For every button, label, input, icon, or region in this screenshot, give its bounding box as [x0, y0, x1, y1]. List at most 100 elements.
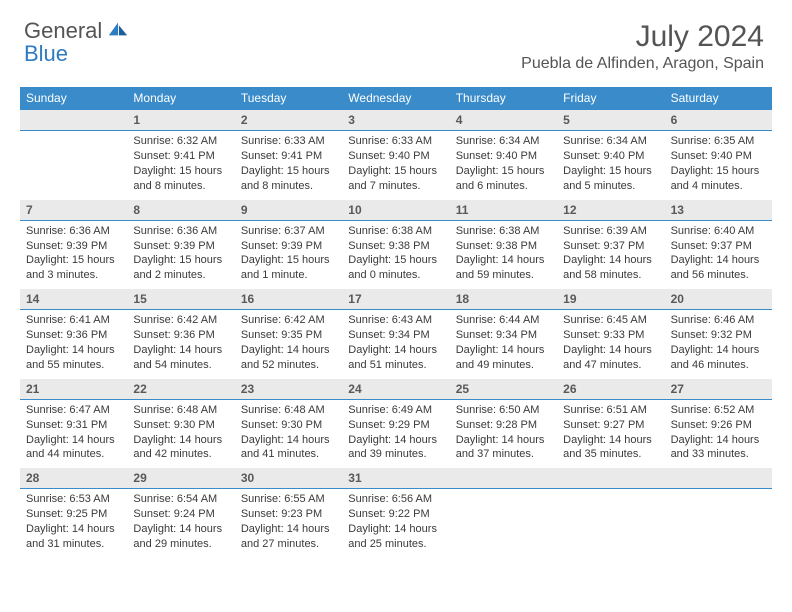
cell-line: Daylight: 14 hours	[671, 433, 766, 448]
brand-part1: General	[24, 18, 102, 43]
cell-line: and 37 minutes.	[456, 447, 551, 462]
week-row: 28Sunrise: 6:53 AMSunset: 9:25 PMDayligh…	[20, 468, 772, 558]
cell-line: Sunrise: 6:42 AM	[133, 313, 228, 328]
day-cell: 27Sunrise: 6:52 AMSunset: 9:26 PMDayligh…	[665, 379, 772, 469]
cell-body: Sunrise: 6:33 AMSunset: 9:41 PMDaylight:…	[235, 134, 342, 193]
cell-line: Sunrise: 6:35 AM	[671, 134, 766, 149]
cell-line: and 51 minutes.	[348, 358, 443, 373]
day-cell: 22Sunrise: 6:48 AMSunset: 9:30 PMDayligh…	[127, 379, 234, 469]
day-number: 13	[665, 200, 772, 220]
daynum-row: 3	[342, 110, 449, 131]
daynum-row: 23	[235, 379, 342, 400]
day-cell: 25Sunrise: 6:50 AMSunset: 9:28 PMDayligh…	[450, 379, 557, 469]
day-number: 8	[127, 200, 234, 220]
day-number: 3	[342, 110, 449, 130]
day-number: 21	[20, 379, 127, 399]
daynum-row: 20	[665, 289, 772, 310]
day-number: 15	[127, 289, 234, 309]
day-cell: 9 Sunrise: 6:37 AMSunset: 9:39 PMDaylight…	[235, 200, 342, 290]
day-number	[20, 110, 127, 130]
cell-body: Sunrise: 6:43 AMSunset: 9:34 PMDaylight:…	[342, 313, 449, 372]
day-number: 23	[235, 379, 342, 399]
day-number: 19	[557, 289, 664, 309]
cell-body: Sunrise: 6:40 AMSunset: 9:37 PMDaylight:…	[665, 224, 772, 283]
day-number: 9	[235, 200, 342, 220]
brand-part2: Blue	[24, 41, 68, 66]
cell-line: Daylight: 14 hours	[133, 343, 228, 358]
daynum-row: 4	[450, 110, 557, 131]
day-number: 30	[235, 468, 342, 488]
day-cell: 18Sunrise: 6:44 AMSunset: 9:34 PMDayligh…	[450, 289, 557, 379]
dayhead-mon: Monday	[127, 87, 234, 110]
cell-line: Sunset: 9:39 PM	[26, 239, 121, 254]
cell-line: Sunset: 9:34 PM	[348, 328, 443, 343]
cell-body: Sunrise: 6:56 AMSunset: 9:22 PMDaylight:…	[342, 492, 449, 551]
cell-line: and 27 minutes.	[241, 537, 336, 552]
cell-body: Sunrise: 6:54 AMSunset: 9:24 PMDaylight:…	[127, 492, 234, 551]
day-cell: 12Sunrise: 6:39 AMSunset: 9:37 PMDayligh…	[557, 200, 664, 290]
cell-line: Daylight: 14 hours	[348, 522, 443, 537]
daynum-row: 26	[557, 379, 664, 400]
day-number: 1	[127, 110, 234, 130]
day-cell: 17Sunrise: 6:43 AMSunset: 9:34 PMDayligh…	[342, 289, 449, 379]
cell-line: Sunrise: 6:48 AM	[133, 403, 228, 418]
cell-line: Sunrise: 6:38 AM	[456, 224, 551, 239]
calendar: Sunday Monday Tuesday Wednesday Thursday…	[20, 87, 772, 558]
cell-line: Sunset: 9:37 PM	[563, 239, 658, 254]
cell-body: Sunrise: 6:37 AMSunset: 9:39 PMDaylight:…	[235, 224, 342, 283]
cell-line: and 46 minutes.	[671, 358, 766, 373]
cell-line: and 25 minutes.	[348, 537, 443, 552]
daynum-row: 6	[665, 110, 772, 131]
day-cell: 4Sunrise: 6:34 AMSunset: 9:40 PMDaylight…	[450, 110, 557, 200]
daynum-row: 18	[450, 289, 557, 310]
cell-line: and 7 minutes.	[348, 179, 443, 194]
cell-line: Sunset: 9:29 PM	[348, 418, 443, 433]
day-number: 22	[127, 379, 234, 399]
cell-body: Sunrise: 6:34 AMSunset: 9:40 PMDaylight:…	[557, 134, 664, 193]
cell-line: and 42 minutes.	[133, 447, 228, 462]
cell-line: Sunset: 9:40 PM	[456, 149, 551, 164]
cell-line: Sunset: 9:22 PM	[348, 507, 443, 522]
day-number: 29	[127, 468, 234, 488]
cell-line: and 1 minute.	[241, 268, 336, 283]
cell-line: and 52 minutes.	[241, 358, 336, 373]
daynum-row	[20, 110, 127, 131]
month-title: July 2024	[521, 20, 764, 53]
cell-line: Daylight: 14 hours	[671, 343, 766, 358]
daynum-row	[450, 468, 557, 489]
day-cell: 15Sunrise: 6:42 AMSunset: 9:36 PMDayligh…	[127, 289, 234, 379]
cell-line: Sunrise: 6:44 AM	[456, 313, 551, 328]
daynum-row: 7	[20, 200, 127, 221]
day-cell: 1Sunrise: 6:32 AMSunset: 9:41 PMDaylight…	[127, 110, 234, 200]
cell-line: Sunset: 9:40 PM	[348, 149, 443, 164]
day-header-row: Sunday Monday Tuesday Wednesday Thursday…	[20, 87, 772, 110]
daynum-row: 9	[235, 200, 342, 221]
cell-line: Daylight: 14 hours	[456, 343, 551, 358]
day-number: 5	[557, 110, 664, 130]
daynum-row: 5	[557, 110, 664, 131]
brand-logo: General Blue	[24, 20, 129, 66]
cell-body: Sunrise: 6:45 AMSunset: 9:33 PMDaylight:…	[557, 313, 664, 372]
cell-line: Daylight: 15 hours	[241, 253, 336, 268]
daynum-row: 12	[557, 200, 664, 221]
day-cell: 10Sunrise: 6:38 AMSunset: 9:38 PMDayligh…	[342, 200, 449, 290]
cell-line: Sunrise: 6:53 AM	[26, 492, 121, 507]
cell-line: and 6 minutes.	[456, 179, 551, 194]
daynum-row: 15	[127, 289, 234, 310]
page-header: General Blue July 2024 Puebla de Alfinde…	[0, 0, 792, 77]
cell-line: and 49 minutes.	[456, 358, 551, 373]
day-number	[450, 468, 557, 488]
cell-line: Sunrise: 6:40 AM	[671, 224, 766, 239]
day-number: 12	[557, 200, 664, 220]
cell-body: Sunrise: 6:49 AMSunset: 9:29 PMDaylight:…	[342, 403, 449, 462]
day-cell	[450, 468, 557, 558]
location-text: Puebla de Alfinden, Aragon, Spain	[521, 55, 764, 73]
day-cell: 3Sunrise: 6:33 AMSunset: 9:40 PMDaylight…	[342, 110, 449, 200]
day-number: 25	[450, 379, 557, 399]
cell-line: Sunrise: 6:56 AM	[348, 492, 443, 507]
cell-line: Sunset: 9:24 PM	[133, 507, 228, 522]
daynum-row: 14	[20, 289, 127, 310]
day-cell: 14Sunrise: 6:41 AMSunset: 9:36 PMDayligh…	[20, 289, 127, 379]
day-cell: 31Sunrise: 6:56 AMSunset: 9:22 PMDayligh…	[342, 468, 449, 558]
daynum-row: 13	[665, 200, 772, 221]
